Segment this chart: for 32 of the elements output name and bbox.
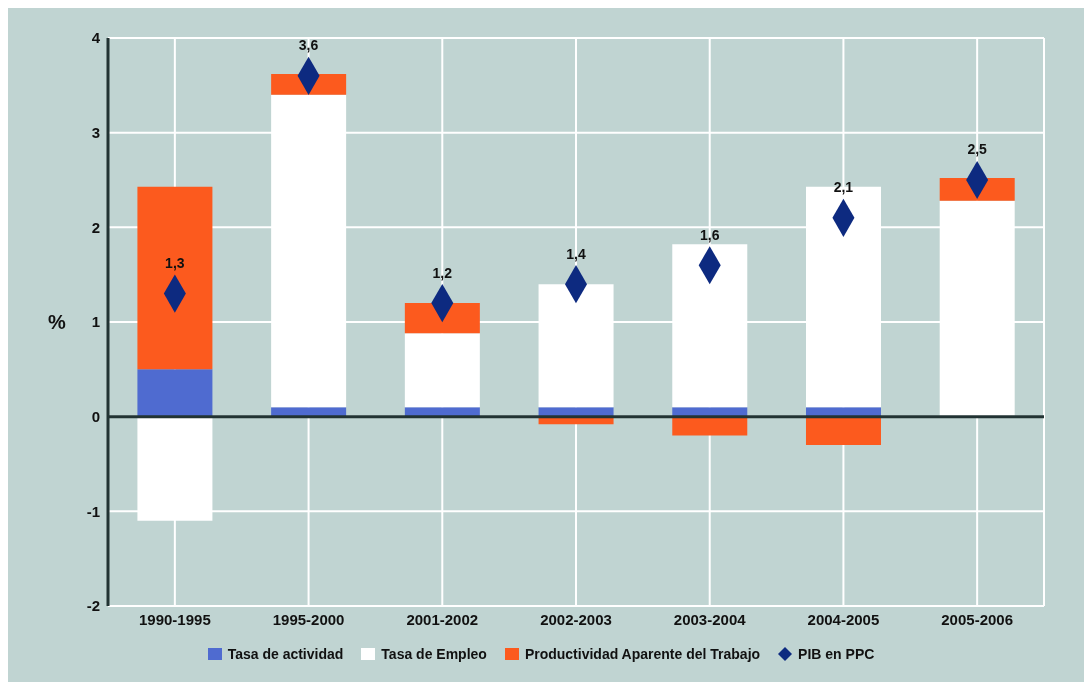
data-label: 3,6 (298, 37, 319, 54)
bar (805, 416, 881, 446)
y-tick-label: 1 (91, 313, 100, 331)
bar (404, 333, 480, 408)
x-tick-label: 2005-2006 (941, 610, 1014, 628)
bar (404, 303, 480, 334)
x-tick-label: 2004-2005 (807, 610, 880, 628)
legend-label: Tasa de Empleo (380, 646, 487, 662)
data-label: 1,6 (699, 226, 720, 243)
y-tick-label: 0 (91, 407, 100, 425)
y-tick-label: 2 (91, 218, 100, 236)
x-tick-label: 1990-1995 (138, 610, 211, 628)
legend-label: Tasa de actividad (226, 646, 344, 662)
bar (137, 369, 213, 417)
x-tick-label: 1995-2000 (272, 610, 345, 628)
data-label: 1,3 (165, 255, 185, 272)
legend-label: PIB en PPC (797, 646, 875, 662)
data-label: 2,1 (833, 179, 854, 196)
y-tick-label: -2 (86, 597, 100, 615)
data-label: 1,2 (432, 264, 453, 281)
bar (137, 186, 213, 370)
x-tick-label: 2001-2002 (406, 610, 479, 628)
y-tick-label: -1 (86, 502, 100, 520)
legend-label: Productividad Aparente del Trabajo (523, 646, 761, 662)
y-axis-title: % (48, 311, 66, 334)
data-label: 2,5 (967, 141, 988, 158)
y-tick-label: 3 (91, 123, 100, 141)
bar (672, 416, 748, 436)
data-label: 1,4 (566, 245, 586, 262)
x-tick-label: 2002-2003 (540, 610, 612, 628)
x-tick-label: 2003-2004 (673, 610, 747, 628)
y-tick-label: 4 (91, 29, 101, 47)
